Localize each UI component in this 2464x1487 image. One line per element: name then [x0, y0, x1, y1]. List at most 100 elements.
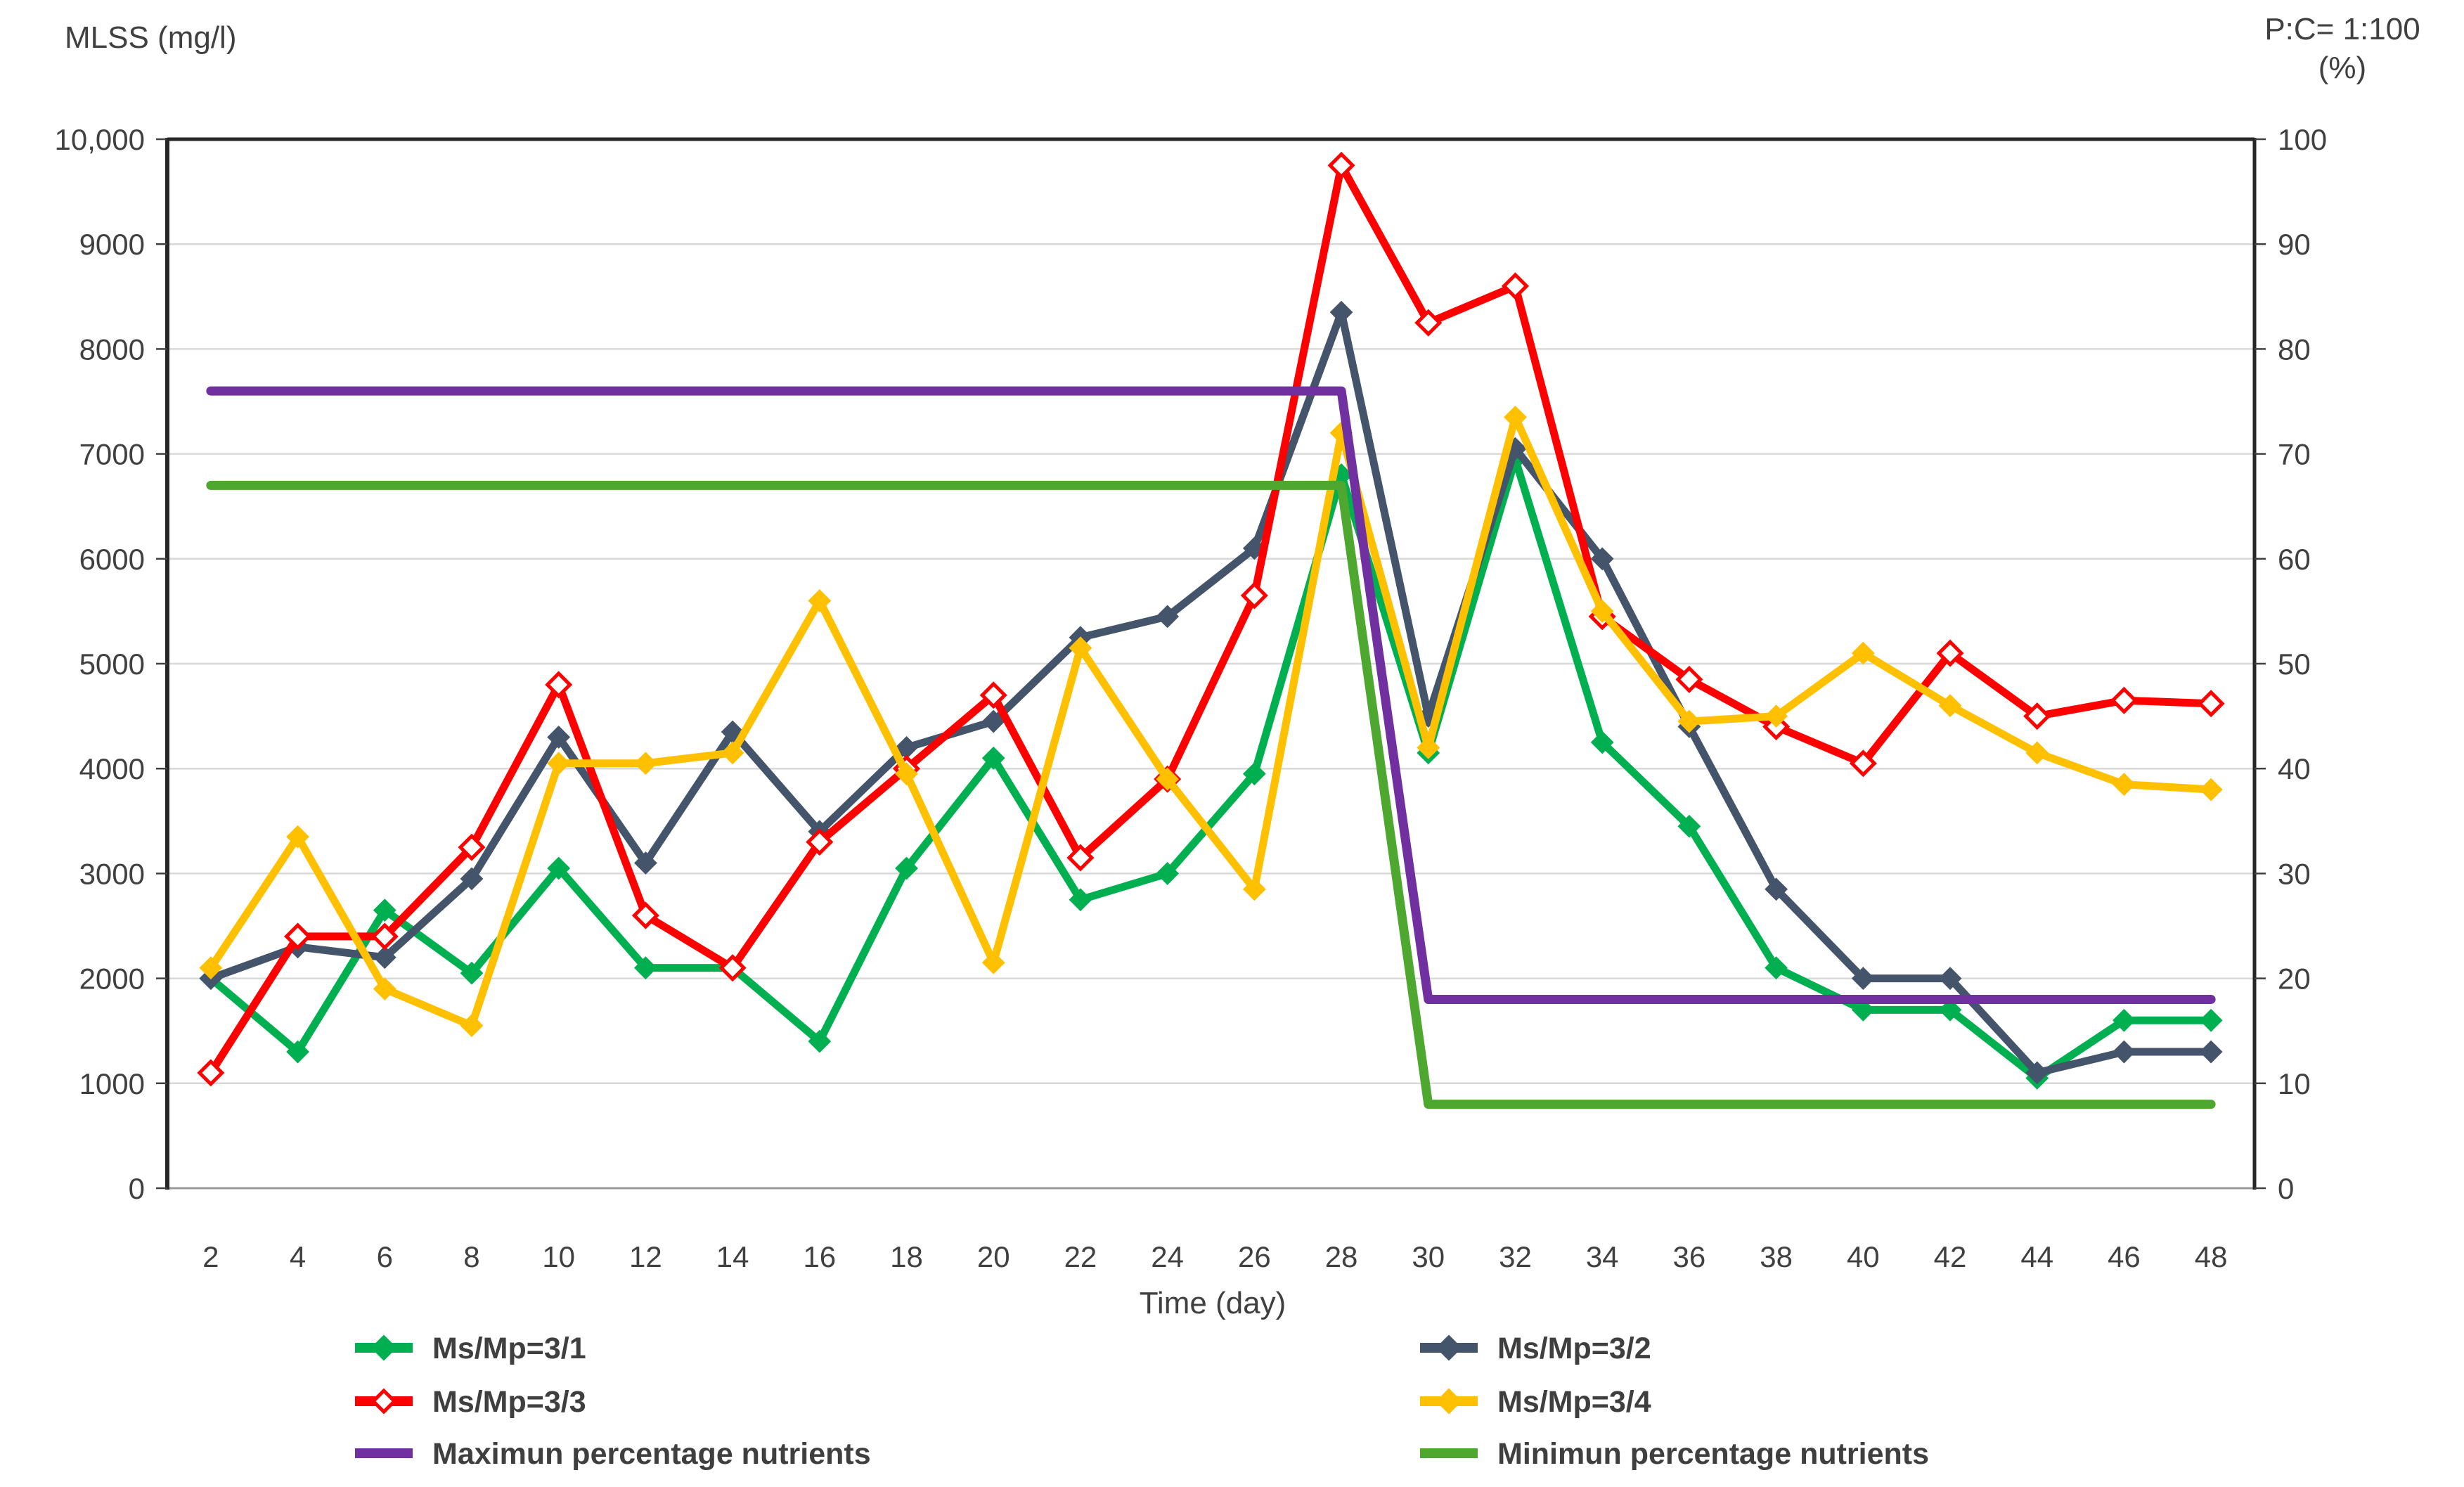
legend-item-maximun-percentage-nutrients: Maximun percentage nutrients: [355, 1437, 871, 1471]
x-axis-tick-label: 40: [1847, 1240, 1880, 1273]
y-axis-tick-label-right: 30: [2278, 857, 2311, 890]
y-axis-tick-label-left: 8000: [79, 333, 145, 366]
data-point: [373, 977, 396, 1000]
x-axis-tick-label: 44: [2020, 1240, 2053, 1273]
data-point: [1765, 956, 1788, 980]
data-point: [1329, 300, 1353, 324]
data-point: [2197, 690, 2225, 718]
y-axis-tick-label-left: 4000: [79, 752, 145, 785]
data-point: [1590, 730, 1614, 754]
x-axis-tick-label: 4: [290, 1240, 306, 1273]
x-axis-tick-label: 24: [1151, 1240, 1184, 1273]
data-point: [1414, 309, 1443, 337]
x-axis-tick-label: 36: [1673, 1240, 1706, 1273]
y-axis-tick-label-right: 0: [2278, 1172, 2294, 1205]
data-point: [547, 752, 571, 775]
y-axis-tick-label-right: 90: [2278, 228, 2311, 261]
x-axis-tick-label: 20: [977, 1240, 1010, 1273]
data-point: [1327, 151, 1355, 179]
y-axis-tick-label-right: 100: [2278, 123, 2327, 156]
y-axis-tick-label-right: 40: [2278, 752, 2311, 785]
data-point: [197, 1059, 225, 1087]
right-axis-title: P:C= 1:100 (%): [2226, 10, 2458, 87]
data-point: [631, 901, 659, 929]
data-point: [2025, 1061, 2049, 1085]
legend-item-ms-mp-3-2: Ms/Mp=3/2: [1420, 1332, 1651, 1365]
x-axis-tick-label: 6: [377, 1240, 393, 1273]
data-point: [808, 589, 832, 612]
legend-marker: [370, 1388, 397, 1415]
data-point: [1851, 967, 1875, 991]
legend-item-ms-mp-3-4: Ms/Mp=3/4: [1420, 1385, 1651, 1419]
y-axis-tick-label-left: 7000: [79, 438, 145, 471]
data-point: [1936, 639, 1964, 667]
data-point: [981, 709, 1005, 733]
legend-item-ms-mp-3-3: Ms/Mp=3/3: [355, 1385, 586, 1419]
data-point: [633, 956, 657, 980]
data-point: [633, 851, 657, 875]
y-axis-tick-label-left: 0: [129, 1172, 145, 1205]
data-point: [460, 1014, 484, 1038]
y-axis-tick-label-right: 10: [2278, 1067, 2311, 1100]
data-point: [1242, 877, 1266, 901]
data-point: [1240, 581, 1268, 610]
data-point: [1242, 762, 1266, 786]
data-point: [286, 825, 309, 849]
data-point: [1066, 844, 1095, 872]
data-point: [2199, 778, 2223, 802]
x-axis-tick-label: 16: [803, 1240, 836, 1273]
data-point: [979, 681, 1007, 709]
data-point: [199, 956, 223, 980]
legend-marker: [1436, 1388, 1462, 1415]
data-point: [460, 867, 484, 891]
legend-marker: [1436, 1334, 1462, 1361]
right-axis-title-line2: (%): [2318, 51, 2367, 85]
series-line-maximun-percentage-nutrients: [206, 386, 2216, 1004]
data-point: [1156, 605, 1180, 629]
data-point: [2113, 773, 2136, 796]
data-point: [2113, 1008, 2136, 1032]
x-axis-tick-label: 38: [1760, 1240, 1793, 1273]
y-axis-tick-label-left: 2000: [79, 963, 145, 996]
legend-label: Maximun percentage nutrients: [432, 1437, 871, 1471]
data-point: [1504, 405, 1527, 429]
legend-label: Ms/Mp=3/2: [1497, 1332, 1651, 1365]
data-point: [547, 856, 571, 880]
x-axis-title: Time (day): [1139, 1286, 1286, 1320]
y-axis-tick-label-right: 20: [2278, 963, 2311, 996]
data-point: [806, 828, 834, 856]
data-point: [1069, 636, 1092, 660]
data-point: [2199, 1008, 2223, 1032]
legend-item-minimun-percentage-nutrients: Minimun percentage nutrients: [1420, 1437, 1929, 1471]
data-point: [1677, 709, 1701, 733]
right-axis-title-line1: P:C= 1:100: [2264, 12, 2420, 46]
data-point: [721, 741, 744, 765]
data-point: [1590, 547, 1614, 571]
y-axis-tick-label-left: 9000: [79, 228, 145, 261]
series-line-ms-mp-3-2: [207, 308, 2215, 1077]
data-point: [1590, 599, 1614, 623]
data-point: [370, 922, 399, 951]
x-axis-tick-label: 22: [1064, 1240, 1097, 1273]
y-axis-tick-label-right: 50: [2278, 648, 2311, 681]
data-point: [2025, 741, 2049, 765]
data-point: [1938, 998, 1962, 1022]
x-axis-tick-label: 18: [890, 1240, 923, 1273]
x-axis-tick-label: 26: [1238, 1240, 1271, 1273]
data-point: [1675, 665, 1703, 693]
data-point: [1765, 877, 1788, 901]
data-point: [2023, 702, 2051, 730]
y-axis-tick-label-left: 6000: [79, 543, 145, 576]
data-point: [373, 899, 396, 922]
x-axis-tick-label: 46: [2108, 1240, 2141, 1273]
y-axis-tick-label-right: 70: [2278, 438, 2311, 471]
y-axis-tick-label-left: 5000: [79, 648, 145, 681]
legend-label: Ms/Mp=3/1: [432, 1332, 586, 1365]
data-point: [1851, 641, 1875, 665]
y-axis-tick-label-left: 1000: [79, 1067, 145, 1100]
data-point: [373, 946, 396, 970]
series-line-ms-mp-3-4: [207, 413, 2215, 1030]
y-axis-tick-label-right: 80: [2278, 333, 2311, 366]
data-point: [2113, 1040, 2136, 1064]
